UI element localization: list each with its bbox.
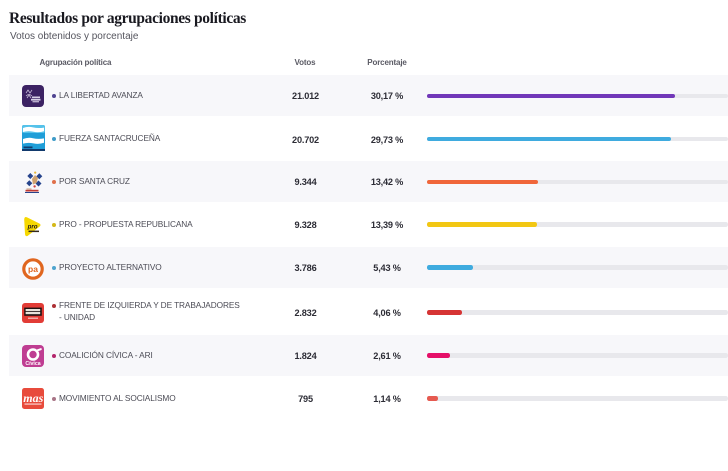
svg-text:pro: pro (26, 223, 37, 230)
svg-text:pa: pa (28, 264, 38, 274)
svg-text:mas: mas (23, 391, 43, 405)
svg-text:Cívica: Cívica (25, 361, 40, 367)
